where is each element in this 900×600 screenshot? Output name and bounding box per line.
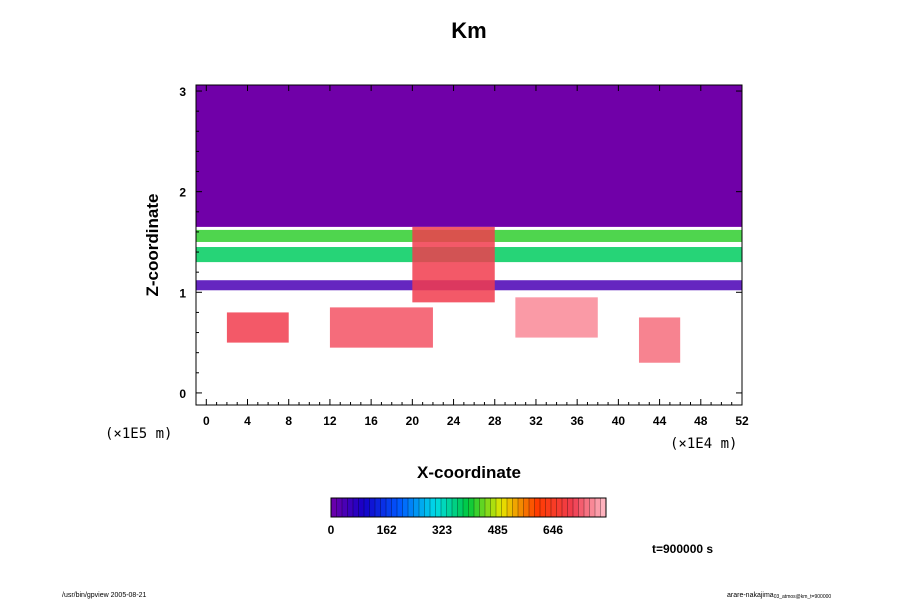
colorbar-segment [374,497,381,518]
footer-left: /usr/bin/gpview 2005-08-21 [62,592,147,599]
x-axis-ticks: 0 4 8 12 16 20 24 28 32 36 40 44 48 52 [203,85,749,428]
field-region [226,312,289,343]
colorbar-segment [358,497,365,518]
x-tick-label: 16 [364,414,378,428]
colorbar-segment [512,497,519,518]
colorbar-segment [550,497,557,518]
x-tick-label: 20 [406,414,420,428]
colorbar-segment [468,497,475,518]
colorbar-segment [545,497,552,518]
colorbar-segment [396,497,403,518]
colorbar-segment [517,497,524,518]
colorbar-segment [429,497,436,518]
x-tick-label: 52 [735,414,749,428]
y-tick-label: 2 [179,186,186,200]
x-tick-label: 24 [447,414,461,428]
colorbar-segment [578,497,585,518]
plot-frame [195,84,743,406]
colorbar-tick-label: 323 [432,523,452,537]
colorbar-segment [589,497,596,518]
colorbar-segment [369,497,376,518]
colorbar-segment [484,497,491,518]
colorbar-segment [539,497,546,518]
x-tick-label: 8 [285,414,292,428]
y-axis-ticks: 0 1 2 3 [179,85,742,401]
colorbar-segment [363,497,370,518]
y-tick-label: 3 [179,85,186,99]
chart-title: Km [451,18,486,43]
footer-right-sub: 03_atmos@km_t=900000 [774,594,832,600]
colorbar-segment [347,497,354,518]
colorbar: 0 162 323 485 646 [328,497,607,537]
colorbar-tick-label: 485 [488,523,508,537]
x-tick-label: 4 [244,414,251,428]
colorbar-segment [534,497,541,518]
colorbar-segment [457,497,464,518]
x-tick-label: 48 [694,414,708,428]
field-region [515,297,598,338]
colorbar-segment [561,497,568,518]
colorbar-tick-label: 0 [328,523,335,537]
x-tick-label: 12 [323,414,337,428]
colorbar-segment [583,497,590,518]
x-tick-label: 0 [203,414,210,428]
colorbar-segment [506,497,513,518]
colorbar-frame [330,497,607,518]
colorbar-segment [594,497,601,518]
y-tick-label: 0 [179,387,186,401]
colorbar-segment [352,497,359,518]
colorbar-segment [451,497,458,518]
colorbar-tick-label: 162 [377,523,397,537]
field-region [638,317,681,363]
colorbar-segment [407,497,414,518]
footer-right-main: arare-nakajima [727,592,774,599]
time-label: t=900000 s [652,542,713,556]
footer-right: arare-nakajima03_atmos@km_t=900000 [727,592,831,600]
colorbar-segment [528,497,535,518]
y-axis-unit: (×1E5 m) [105,426,172,442]
x-axis-unit: (×1E4 m) [670,436,737,452]
field-region [329,307,433,348]
colorbar-segment [330,497,337,518]
x-tick-label: 36 [570,414,584,428]
x-axis-label: X-coordinate [417,463,521,482]
colorbar-segment [336,497,343,518]
y-tick-label: 1 [179,286,186,300]
colorbar-segment [501,497,508,518]
field-region [196,85,742,227]
x-tick-label: 28 [488,414,502,428]
contour-field [196,85,742,363]
colorbar-segment [556,497,563,518]
colorbar-segment [424,497,431,518]
colorbar-segment [446,497,453,518]
y-axis-label: Z-coordinate [143,194,162,297]
colorbar-segment [462,497,469,518]
colorbar-segment [413,497,420,518]
colorbar-segment [479,497,486,518]
colorbar-segment [567,497,574,518]
field-region [412,226,495,303]
x-tick-label: 44 [653,414,667,428]
colorbar-segment [473,497,480,518]
colorbar-segment [435,497,442,518]
colorbar-segment [440,497,447,518]
colorbar-segment [572,497,579,518]
colorbar-segment [490,497,497,518]
colorbar-tick-label: 646 [543,523,563,537]
colorbar-segment [380,497,387,518]
colorbar-segment [391,497,398,518]
colorbar-segment [495,497,502,518]
x-tick-label: 40 [612,414,626,428]
colorbar-segment [600,497,607,518]
colorbar-segment [523,497,530,518]
colorbar-segment [341,497,348,518]
colorbar-segment [402,497,409,518]
x-tick-label: 32 [529,414,543,428]
colorbar-segment [385,497,392,518]
colorbar-segment [418,497,425,518]
